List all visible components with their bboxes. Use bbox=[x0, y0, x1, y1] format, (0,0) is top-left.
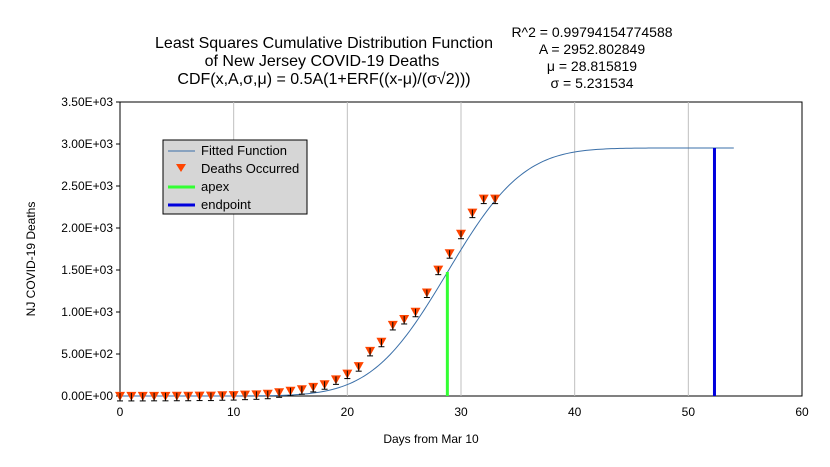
title-line-1: Least Squares Cumulative Distribution Fu… bbox=[155, 35, 493, 52]
stat-sigma: σ = 5.231534 bbox=[551, 75, 634, 91]
observed-markers bbox=[115, 194, 501, 402]
y-tick-label: 1.00E+03 bbox=[61, 305, 113, 319]
legend-observed-label: Deaths Occurred bbox=[201, 161, 299, 176]
x-axis-label: Days from Mar 10 bbox=[383, 432, 479, 446]
legend-box bbox=[162, 139, 308, 215]
x-tick-label: 60 bbox=[795, 405, 809, 419]
stat-amplitude: A = 2952.802849 bbox=[539, 41, 645, 57]
legend-endpoint-label: endpoint bbox=[201, 197, 251, 212]
y-tick-label: 2.50E+03 bbox=[61, 179, 113, 193]
x-axis-ticks: 0 10 20 30 40 50 60 bbox=[117, 405, 809, 419]
x-tick-label: 40 bbox=[568, 405, 582, 419]
x-tick-label: 0 bbox=[117, 405, 124, 419]
y-tick-label: 1.50E+03 bbox=[61, 263, 113, 277]
y-tick-label: 3.50E+03 bbox=[61, 95, 113, 109]
chart-title: Least Squares Cumulative Distribution Fu… bbox=[155, 35, 493, 88]
legend-observed-swatch bbox=[176, 164, 186, 172]
y-tick-label: 5.00E+02 bbox=[61, 347, 113, 361]
legend-apex-label: apex bbox=[201, 179, 230, 194]
stat-r-squared: R^2 = 0.99794154774588 bbox=[511, 24, 672, 40]
y-tick-label: 3.00E+03 bbox=[61, 137, 113, 151]
title-line-3: CDF(x,A,σ,μ) = 0.5A(1+ERF((x-μ)/(σ√2))) bbox=[177, 71, 470, 88]
title-line-2: of New Jersey COVID-19 Deaths bbox=[205, 53, 440, 70]
x-tick-label: 50 bbox=[682, 405, 696, 419]
y-axis-label: NJ COVID-19 Deaths bbox=[24, 202, 38, 317]
legend: Fitted Function Deaths Occurred apex end… bbox=[162, 139, 308, 215]
x-tick-label: 10 bbox=[227, 405, 241, 419]
y-axis-ticks: 0.00E+00 5.00E+02 1.00E+03 1.50E+03 2.00E+03… bbox=[61, 95, 120, 403]
y-tick-label: 0.00E+00 bbox=[61, 389, 113, 403]
legend-fit-label: Fitted Function bbox=[201, 143, 287, 158]
x-tick-label: 30 bbox=[454, 405, 468, 419]
y-tick-label: 2.00E+03 bbox=[61, 221, 113, 235]
stat-mu: μ = 28.815819 bbox=[547, 58, 637, 74]
fit-statistics: R^2 = 0.99794154774588 A = 2952.802849 μ… bbox=[511, 24, 672, 91]
x-tick-label: 20 bbox=[341, 405, 355, 419]
reference-lines bbox=[445, 148, 716, 396]
